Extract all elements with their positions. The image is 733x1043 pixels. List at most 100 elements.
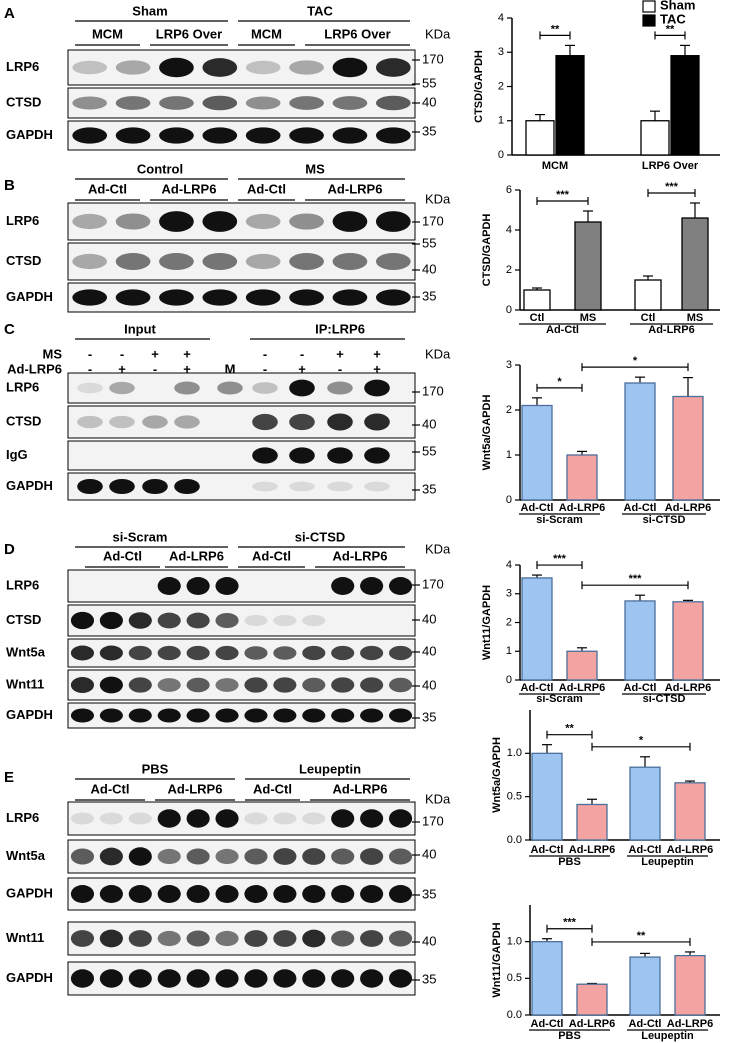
band (302, 645, 326, 661)
band (245, 127, 281, 144)
band (159, 57, 194, 78)
band (215, 612, 239, 629)
marker-label: 55 (422, 235, 436, 250)
band (215, 678, 239, 692)
y-tick-label: 0 (506, 304, 512, 316)
subgroup-header: Ad-LRP6 (333, 548, 388, 563)
significance-label: * (633, 355, 638, 367)
legend-swatch (642, 0, 656, 13)
band (77, 382, 103, 394)
band (70, 969, 95, 988)
row-label: GAPDH (6, 885, 53, 900)
band (302, 708, 326, 723)
marker-label: 40 (422, 846, 436, 861)
band (302, 677, 326, 693)
band (388, 577, 413, 595)
marker-label: 35 (422, 709, 436, 724)
bar (634, 279, 662, 311)
blot-strip (67, 921, 416, 956)
blot-strip (67, 638, 416, 668)
bar (523, 289, 551, 311)
y-tick-label: 1.0 (507, 747, 522, 759)
kda-label: KDa (425, 26, 451, 41)
band (388, 848, 413, 865)
band (157, 930, 181, 947)
y-tick-label: 1.0 (507, 936, 522, 948)
y-tick-label: 0 (506, 494, 512, 506)
band (273, 812, 297, 825)
band (360, 809, 384, 828)
row-label: IgG (6, 447, 28, 462)
bar (521, 404, 553, 501)
x-tick-label: Ad-Ctl (521, 682, 554, 694)
band (157, 969, 181, 988)
group-label: Leupeptin (641, 1030, 694, 1042)
band (215, 577, 239, 595)
row-label: GAPDH (6, 289, 53, 304)
band (273, 708, 297, 723)
condition-sign: + (336, 346, 344, 361)
bar (576, 803, 608, 841)
band (375, 58, 411, 77)
band (109, 415, 135, 429)
band (360, 969, 384, 988)
band (360, 848, 384, 865)
band (128, 812, 152, 825)
bar (566, 650, 598, 681)
band (273, 969, 297, 988)
x-tick-label: Ad-Ctl (629, 1018, 662, 1030)
group-header: MS (305, 161, 325, 176)
x-tick-label: Ad-Ctl (629, 844, 662, 856)
blot-strip (67, 604, 416, 637)
band (142, 478, 168, 495)
band (331, 677, 355, 693)
blot-strip (67, 702, 416, 729)
row-label: CTSD (6, 612, 41, 627)
condition-sign: + (373, 361, 381, 376)
x-tick-label: Ad-LRP6 (569, 1018, 615, 1030)
y-tick-label: 3 (506, 359, 512, 371)
band (327, 413, 353, 431)
band (244, 614, 268, 627)
band (128, 645, 152, 661)
band (364, 447, 390, 464)
band (186, 969, 210, 988)
condition-sign: + (183, 361, 191, 376)
band (70, 930, 95, 947)
band (70, 645, 95, 661)
band (109, 381, 135, 395)
bar (674, 954, 706, 1016)
band (174, 415, 200, 429)
group-label: Ad-LRP6 (648, 324, 694, 336)
band (115, 60, 151, 75)
panel-letter: D (4, 541, 15, 558)
band (186, 930, 210, 947)
marker-label: 40 (422, 611, 436, 626)
condition-sign: + (183, 346, 191, 361)
band (302, 614, 326, 627)
band (159, 211, 194, 232)
group-header: Input (124, 321, 156, 336)
subgroup-header: Ad-Ctl (247, 181, 286, 196)
row-label: GAPDH (6, 478, 53, 493)
bar (521, 577, 553, 681)
band (364, 481, 390, 492)
band (364, 413, 390, 431)
band (244, 677, 268, 693)
band (244, 930, 268, 947)
marker-label: 170 (422, 213, 444, 228)
subgroup-header: LRP6 Over (156, 26, 222, 41)
band (302, 812, 326, 825)
group-header: si-Scram (113, 529, 168, 544)
bar (574, 221, 602, 311)
y-tick-label: 0.5 (507, 791, 522, 803)
band (289, 481, 315, 492)
x-tick-label: Ctl (641, 312, 656, 324)
bar (672, 601, 704, 681)
band (142, 415, 168, 429)
band (252, 413, 278, 431)
subgroup-header: Ad-Ctl (253, 781, 292, 796)
x-tick-label: Ad-LRP6 (665, 502, 711, 514)
group-header: TAC (307, 3, 333, 18)
